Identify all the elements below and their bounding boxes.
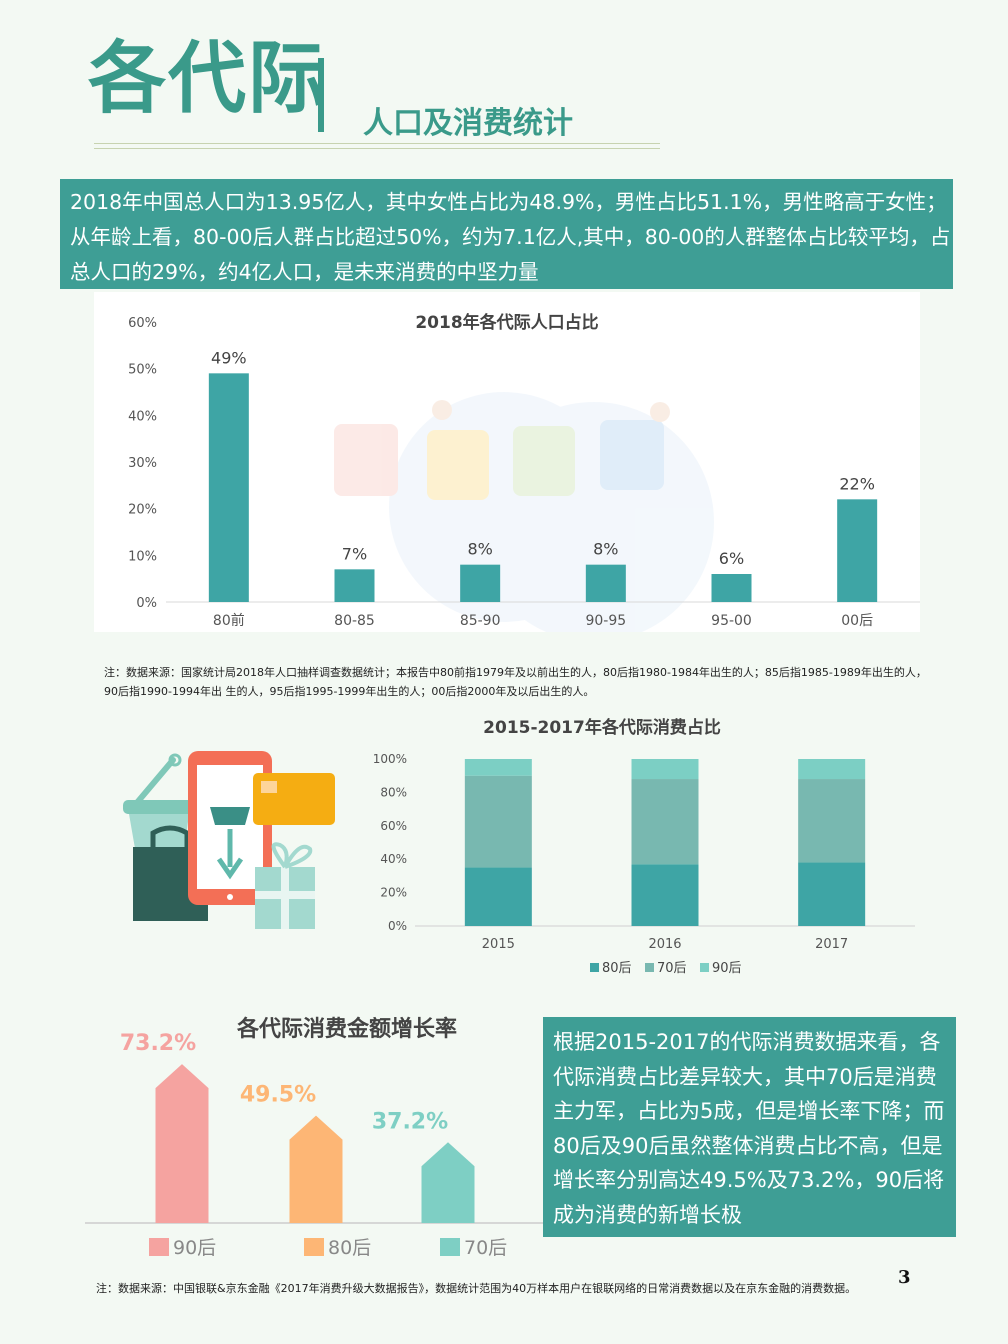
page-number: 3 <box>898 1267 911 1288</box>
gift-box-icon <box>255 842 315 929</box>
x-tick-label: 80前 <box>213 612 245 629</box>
data-label: 8% <box>593 540 618 559</box>
x-tick-label: 80-85 <box>334 613 375 629</box>
x-tick-label: 2015 <box>482 937 515 952</box>
stacked-bar-segment <box>798 862 866 926</box>
data-label: 8% <box>467 540 492 559</box>
legend-label: 90后 <box>712 961 742 976</box>
legend-swatch <box>149 1238 169 1256</box>
stacked-bar-segment <box>631 779 699 865</box>
legend-label: 80后 <box>602 961 632 976</box>
x-tick-label: 85-90 <box>460 613 501 629</box>
smartphone-icon <box>188 751 272 905</box>
data-label: 49% <box>211 348 247 367</box>
intro-text-box: 2018年中国总人口为13.95亿人，其中女性占比为48.9%，男性占比51.1… <box>60 179 953 289</box>
y-tick-label: 10% <box>128 549 157 564</box>
page-title: 各代际 <box>88 34 329 124</box>
shopping-illustration <box>123 751 335 929</box>
y-tick-label: 30% <box>128 456 157 471</box>
bar <box>208 373 249 602</box>
consumption-chart-marks: 0% 20% 40% 60% 80% 100% 2015 2016 2017 80后 70后 90后 <box>373 752 915 976</box>
stacked-bar-segment <box>798 759 866 780</box>
page-subtitle: 人口及消费统计 <box>363 106 573 141</box>
stacked-bar-segment <box>631 864 699 926</box>
x-tick-label: 95-00 <box>711 613 752 629</box>
y-tick-label: 0% <box>388 919 407 933</box>
population-chart-panel: 0% 10% 20% 30% 40% 50% 60% 49% 80前 7% 80-85 8% 85-90… <box>94 292 920 642</box>
legend-swatch <box>440 1238 460 1256</box>
growth-bar <box>289 1115 343 1223</box>
consumption-explanation-box: 根据2015-2017的代际消费数据来看，各代际消费占比差异较大，其中70后是消… <box>543 1017 956 1237</box>
data-label: 6% <box>719 549 744 568</box>
x-tick-label: 2017 <box>815 937 848 952</box>
legend-swatch <box>700 963 709 972</box>
basket-icon <box>123 753 193 860</box>
population-chart: 0% 10% 20% 30% 40% 50% 60% 49% 80前 7% 80-85 8% 85-90… <box>128 312 920 642</box>
legend-swatch <box>645 963 654 972</box>
growth-bar <box>421 1142 475 1223</box>
x-tick-label: 90-95 <box>585 613 626 629</box>
consumption-source-note: 注：数据来源：中国银联&京东金融《2017年消费升级大数据报告》，数据统计范围为… <box>96 1282 857 1295</box>
y-tick-label: 100% <box>373 752 407 766</box>
consumption-chart-title: 2015-2017年各代际消费占比 <box>483 717 721 738</box>
bar <box>711 574 752 602</box>
y-tick-label: 50% <box>128 363 157 378</box>
y-tick-label: 60% <box>128 316 157 331</box>
bar <box>460 564 501 602</box>
data-label: 37.2% <box>372 1109 448 1134</box>
legend-swatch <box>304 1238 324 1256</box>
data-label: 22% <box>839 474 875 493</box>
data-label: 49.5% <box>240 1083 316 1108</box>
stacked-bar-segment <box>464 867 532 926</box>
decor-illustration <box>334 392 714 642</box>
data-label: 7% <box>342 544 367 563</box>
stacked-bar-segment <box>464 775 532 868</box>
x-tick-label: 2016 <box>648 937 681 952</box>
y-tick-label: 60% <box>380 819 407 833</box>
data-label: 73.2% <box>120 1031 196 1056</box>
y-tick-label: 20% <box>128 503 157 518</box>
population-chart-title: 2018年各代际人口占比 <box>415 312 598 333</box>
stacked-bar-segment <box>464 759 532 776</box>
growth-chart-title: 各代际消费金额增长率 <box>236 1016 457 1042</box>
y-tick-label: 80% <box>380 785 407 799</box>
stacked-bar-segment <box>631 759 699 780</box>
header-rule <box>94 148 660 149</box>
population-chart-marks: 0% 10% 20% 30% 40% 50% 60% 49% 80前 7% 80-85 8% 85-90… <box>128 316 920 629</box>
growth-bar <box>155 1064 209 1223</box>
bar <box>334 569 375 602</box>
growth-chart-marks: 73.2% 90后 49.5% 80后 37.2% 70后 <box>85 1031 545 1259</box>
credit-card-icon <box>253 773 335 825</box>
legend-swatch <box>590 963 599 972</box>
header-rule <box>94 143 660 144</box>
legend-label: 70后 <box>657 961 687 976</box>
growth-chart: 各代际消费金额增长率 73.2% 90后 49.5% 80后 37.2% 70后 <box>85 1016 545 1259</box>
y-tick-label: 20% <box>380 886 407 900</box>
stacked-bar-segment <box>798 779 866 863</box>
bar <box>585 564 626 602</box>
y-tick-label: 0% <box>136 596 157 611</box>
population-source-note: 注：数据来源：国家统计局2018年人口抽样调查数据统计；本报告中80前指1979… <box>104 666 927 698</box>
x-tick-label: 00后 <box>841 613 873 629</box>
legend-label: 70后 <box>464 1237 507 1259</box>
consumption-chart: 2015-2017年各代际消费占比 0% 20% 40% 60% 80% 100% 2015… <box>373 717 915 976</box>
legend-label: 80后 <box>328 1237 371 1259</box>
title-divider-bar <box>318 58 324 132</box>
y-tick-label: 40% <box>380 852 407 866</box>
bar <box>837 499 878 602</box>
y-tick-label: 40% <box>128 409 157 424</box>
legend-label: 90后 <box>173 1237 216 1259</box>
